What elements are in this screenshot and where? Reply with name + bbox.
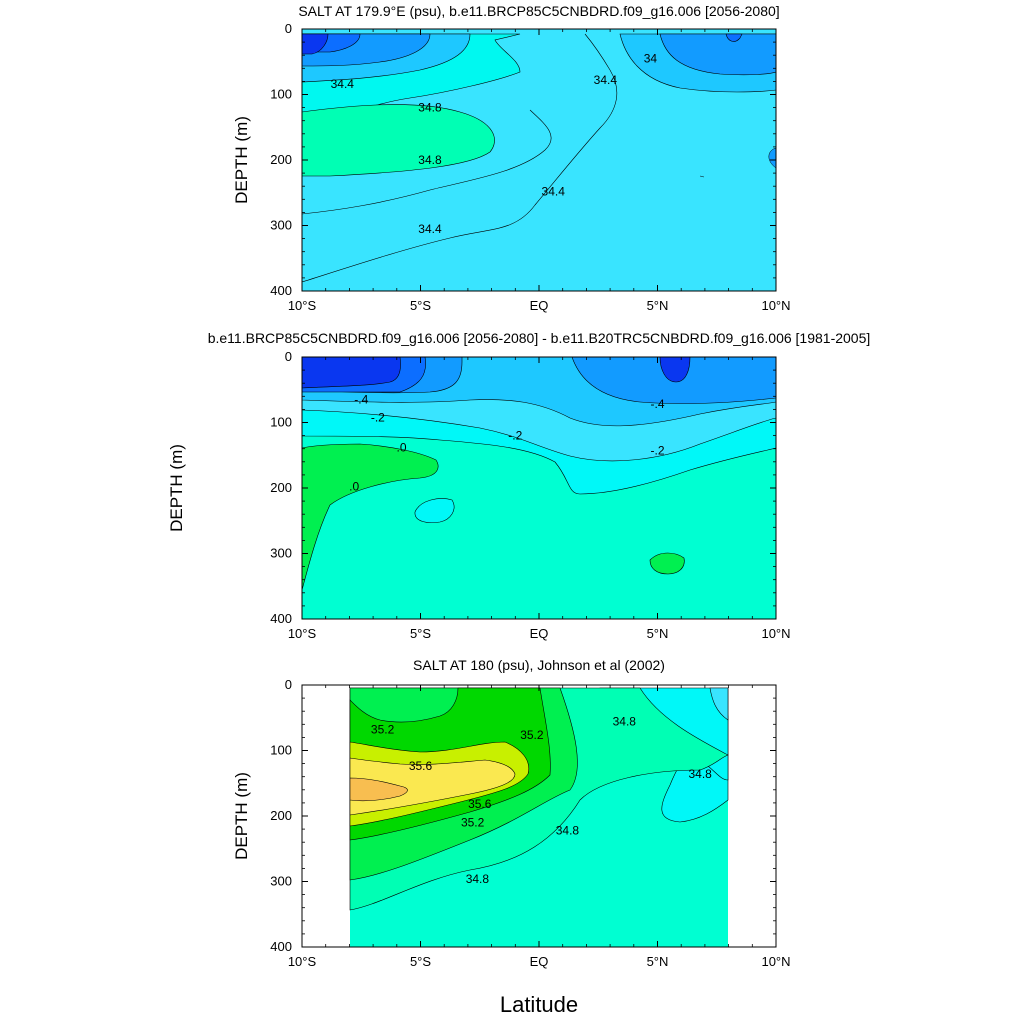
fill-35.8 bbox=[349, 777, 408, 802]
y-tick-label: 100 bbox=[270, 87, 292, 102]
panel-3-title: SALT AT 180 (psu), Johnson et al (2002) bbox=[413, 657, 665, 673]
panel-2-contour-field bbox=[302, 357, 776, 619]
contour-label: -.4 bbox=[650, 397, 664, 411]
x-axis-label: Latitude bbox=[500, 992, 578, 1017]
contour-label: 34.8 bbox=[688, 767, 712, 781]
contour-label: 35.2 bbox=[461, 816, 485, 830]
contour-label: 34.8 bbox=[613, 715, 637, 729]
contour-label: 34.4 bbox=[331, 77, 355, 91]
panel-1-model-salinity: SALT AT 179.9°E (psu), b.e11.BRCP85C5CNB… bbox=[232, 3, 791, 313]
x-tick-label: 5°N bbox=[647, 626, 669, 641]
contour-34.4-deep bbox=[302, 109, 552, 215]
panel-1-title: SALT AT 179.9°E (psu), b.e11.BRCP85C5CNB… bbox=[298, 3, 779, 19]
x-tick-label: 10°N bbox=[761, 298, 790, 313]
y-tick-label: 200 bbox=[270, 808, 292, 823]
contour-34.4-lower bbox=[302, 33, 618, 283]
y-tick-label: 300 bbox=[270, 874, 292, 889]
fill-35.6 bbox=[349, 757, 516, 816]
contour-label: 35.6 bbox=[468, 797, 492, 811]
x-tick-label: EQ bbox=[530, 626, 549, 641]
fill-34.2 bbox=[709, 687, 729, 721]
panel-3-observed-salinity: SALT AT 180 (psu), Johnson et al (2002) … bbox=[232, 657, 791, 1017]
contour-label: 34.8 bbox=[418, 101, 442, 115]
panel-2-ylabel: DEPTH (m) bbox=[167, 444, 186, 532]
fill-34.0-north bbox=[659, 33, 776, 76]
panel-2-salinity-difference: b.e11.BRCP85C5CNBDRD.f09_g16.006 [2056-2… bbox=[167, 330, 870, 641]
x-tick-label: 5°S bbox=[410, 954, 431, 969]
x-tick-label: 10°S bbox=[288, 298, 317, 313]
contour-label: 34.4 bbox=[418, 222, 442, 236]
x-tick-label: 5°N bbox=[647, 954, 669, 969]
fill-33.8-north bbox=[725, 33, 743, 42]
panel-3-ylabel: DEPTH (m) bbox=[232, 772, 251, 860]
fill-34.8 bbox=[302, 104, 495, 177]
panel-3-axes: 10°S 5°S EQ 5°N 10°N 0 100 200 300 400 bbox=[270, 677, 790, 969]
panel-1-contour-field bbox=[302, 29, 776, 291]
contour-label: 34.8 bbox=[418, 153, 442, 167]
x-tick-label: 10°S bbox=[288, 954, 317, 969]
contour-label: 34.4 bbox=[594, 73, 618, 87]
contour-label: 34.8 bbox=[466, 872, 490, 886]
contour-label: .0 bbox=[349, 480, 359, 494]
contour-label: -.2 bbox=[508, 429, 522, 443]
y-tick-label: 300 bbox=[270, 546, 292, 561]
panel-1-ylabel: DEPTH (m) bbox=[232, 116, 251, 204]
x-tick-label: EQ bbox=[530, 298, 549, 313]
contour-label: 34.4 bbox=[542, 184, 566, 198]
y-tick-label: 400 bbox=[270, 283, 292, 298]
x-tick-label: 10°N bbox=[761, 954, 790, 969]
panel-2-axes: 10°S 5°S EQ 5°N 10°N 0 100 200 300 400 bbox=[270, 349, 790, 641]
fill-33.6 bbox=[302, 33, 329, 55]
contour-label: 34 bbox=[644, 51, 658, 65]
contour-label: 34.8 bbox=[556, 823, 580, 837]
x-tick-label: 5°S bbox=[410, 626, 431, 641]
y-tick-label: 200 bbox=[270, 152, 292, 167]
contour-label: 35.2 bbox=[371, 723, 395, 737]
y-tick-label: 0 bbox=[285, 677, 292, 692]
panel-1-axes: 10°S 5°S EQ 5°N 10°N 0 100 200 300 400 bbox=[270, 21, 790, 313]
fill-0.0-green bbox=[302, 443, 439, 591]
y-tick-label: 400 bbox=[270, 611, 292, 626]
contour-label: 35.6 bbox=[409, 759, 433, 773]
y-tick-label: 100 bbox=[270, 415, 292, 430]
panel-1-contour-labels: 34.4 34.8 34.8 34.4 34.4 34.4 34 bbox=[331, 51, 658, 235]
y-tick-label: 0 bbox=[285, 349, 292, 364]
y-tick-label: 400 bbox=[270, 939, 292, 954]
y-tick-label: 300 bbox=[270, 218, 292, 233]
panel-2-contour-labels: -.4-.2-.2-.4-.2.0.0 bbox=[349, 393, 665, 494]
panel-3-contour-field bbox=[349, 687, 729, 947]
x-tick-label: EQ bbox=[530, 954, 549, 969]
contour-label: .0 bbox=[397, 440, 407, 454]
fill-pos-green-north bbox=[649, 552, 685, 575]
fill-neg-0.1-pocket bbox=[414, 498, 455, 523]
contour-label: 35.2 bbox=[520, 728, 544, 742]
x-tick-label: 5°S bbox=[410, 298, 431, 313]
contour-label: -.2 bbox=[650, 444, 664, 458]
fill-neg-0.8 bbox=[302, 357, 401, 389]
y-tick-label: 0 bbox=[285, 21, 292, 36]
x-tick-label: 5°N bbox=[647, 298, 669, 313]
contour-label: -.4 bbox=[354, 393, 368, 407]
contour-label: -.2 bbox=[371, 410, 385, 424]
y-tick-label: 200 bbox=[270, 480, 292, 495]
x-tick-label: 10°S bbox=[288, 626, 317, 641]
panel-3-contour-labels: 35.2 35.6 35.6 35.2 35.2 34.8 34.8 34.8 34.8 bbox=[371, 715, 712, 886]
panel-2-title: b.e11.BRCP85C5CNBDRD.f09_g16.006 [2056-2… bbox=[208, 330, 871, 346]
contour-tiny-north bbox=[699, 175, 705, 178]
y-tick-label: 100 bbox=[270, 743, 292, 758]
x-tick-label: 10°N bbox=[761, 626, 790, 641]
fill-neg-0.8-north bbox=[659, 357, 691, 383]
